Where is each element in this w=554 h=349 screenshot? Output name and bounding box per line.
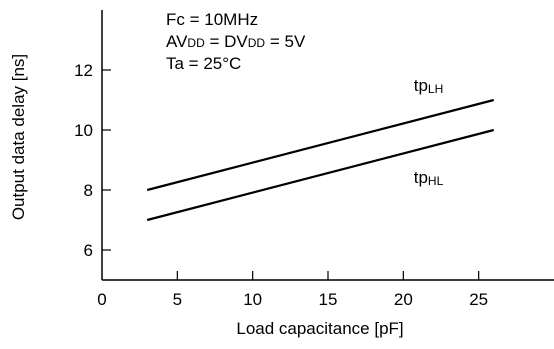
x-tick-label: 20 (394, 290, 413, 309)
x-tick-label: 0 (97, 290, 106, 309)
y-tick-label: 10 (74, 121, 93, 140)
series-label-tpLH: tpLH (414, 76, 444, 96)
conditions-block: Fc = 10MHz AVDD = DVDD = 5V Ta = 25°C (166, 10, 306, 73)
ticks: 0 5 10 15 20 25 6 8 10 12 (74, 61, 488, 309)
x-tick-label: 25 (469, 290, 488, 309)
condition-line: Ta = 25°C (166, 54, 241, 73)
series-label-tpHL: tpHL (414, 168, 444, 188)
x-tick-label: 5 (173, 290, 182, 309)
y-axis-label: Output data delay [ns] (9, 54, 28, 220)
condition-line: Fc = 10MHz (166, 10, 258, 29)
y-tick-label: 8 (84, 181, 93, 200)
series-line-tpHL (146, 128, 495, 222)
condition-line: AVDD = DVDD = 5V (166, 32, 306, 51)
series-line-tpLH (146, 98, 495, 192)
series-lines (146, 98, 495, 222)
labels: tpLH tpHL Load capacitance [pF] Output data… (9, 54, 444, 338)
x-tick-label: 15 (319, 290, 338, 309)
x-axis-label: Load capacitance [pF] (236, 319, 403, 338)
y-tick-label: 6 (84, 241, 93, 260)
y-tick-label: 12 (74, 61, 93, 80)
x-tick-label: 10 (243, 290, 262, 309)
